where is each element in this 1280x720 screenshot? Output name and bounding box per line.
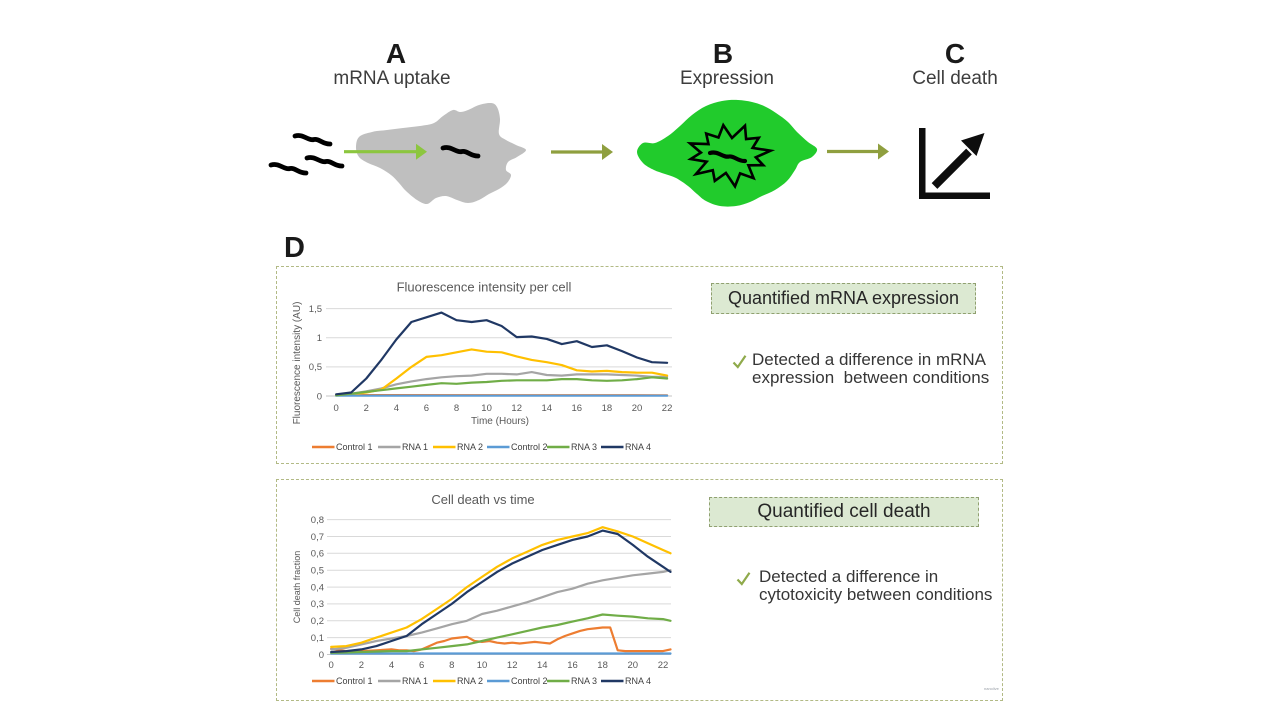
svg-text:Cell death vs time: Cell death vs time <box>431 492 534 507</box>
svg-text:0,2: 0,2 <box>311 616 324 627</box>
svg-text:12: 12 <box>511 403 522 414</box>
svg-text:8: 8 <box>454 403 459 414</box>
svg-text:Control 1: Control 1 <box>336 676 373 686</box>
svg-text:10: 10 <box>477 660 488 671</box>
svg-text:A: A <box>386 38 406 69</box>
svg-text:1: 1 <box>317 333 322 344</box>
svg-text:Control 1: Control 1 <box>336 442 373 452</box>
svg-text:RNA 3: RNA 3 <box>571 676 597 686</box>
svg-text:0,1: 0,1 <box>311 633 324 644</box>
svg-text:RNA 2: RNA 2 <box>457 442 483 452</box>
svg-text:4: 4 <box>394 403 399 414</box>
svg-text:22: 22 <box>658 660 669 671</box>
svg-text:Time (Hours): Time (Hours) <box>471 416 529 427</box>
svg-text:2: 2 <box>359 660 364 671</box>
svg-text:0,3: 0,3 <box>311 599 324 610</box>
svg-text:4: 4 <box>389 660 394 671</box>
svg-text:Control 2: Control 2 <box>511 676 548 686</box>
svg-text:8: 8 <box>449 660 454 671</box>
svg-text:12: 12 <box>507 660 518 671</box>
svg-text:RNA 3: RNA 3 <box>571 442 597 452</box>
svg-text:16: 16 <box>567 660 578 671</box>
svg-text:RNA 1: RNA 1 <box>402 676 428 686</box>
svg-text:1,5: 1,5 <box>309 304 322 315</box>
svg-text:0: 0 <box>329 660 334 671</box>
svg-text:0: 0 <box>319 650 324 661</box>
svg-text:22: 22 <box>662 403 673 414</box>
svg-text:0,5: 0,5 <box>311 566 324 577</box>
svg-text:Fluorescence intensity (AU): Fluorescence intensity (AU) <box>292 302 303 425</box>
svg-text:18: 18 <box>597 660 608 671</box>
svg-text:0,6: 0,6 <box>311 549 324 560</box>
svg-text:2: 2 <box>364 403 369 414</box>
svg-text:14: 14 <box>542 403 553 414</box>
svg-text:16: 16 <box>572 403 583 414</box>
svg-text:RNA 2: RNA 2 <box>457 676 483 686</box>
svg-text:RNA 1: RNA 1 <box>402 442 428 452</box>
svg-text:Expression: Expression <box>680 68 774 89</box>
svg-text:20: 20 <box>628 660 639 671</box>
svg-text:10: 10 <box>481 403 492 414</box>
svg-text:0,8: 0,8 <box>311 515 324 526</box>
svg-text:B: B <box>713 38 733 69</box>
svg-text:Cell death: Cell death <box>912 68 998 89</box>
svg-text:0: 0 <box>334 403 339 414</box>
svg-text:Control 2: Control 2 <box>511 442 548 452</box>
svg-text:Cell death fraction: Cell death fraction <box>292 551 302 624</box>
svg-text:C: C <box>945 38 965 69</box>
svg-text:Fluorescence intensity per cel: Fluorescence intensity per cell <box>397 280 572 295</box>
svg-text:6: 6 <box>424 403 429 414</box>
svg-text:0,5: 0,5 <box>309 362 322 373</box>
svg-text:RNA 4: RNA 4 <box>625 442 651 452</box>
svg-text:20: 20 <box>632 403 643 414</box>
svg-text:mRNA uptake: mRNA uptake <box>333 68 450 89</box>
svg-text:RNA 4: RNA 4 <box>625 676 651 686</box>
svg-text:6: 6 <box>419 660 424 671</box>
svg-text:14: 14 <box>537 660 548 671</box>
svg-text:0: 0 <box>317 391 322 402</box>
svg-text:18: 18 <box>602 403 613 414</box>
svg-text:0,7: 0,7 <box>311 532 324 543</box>
svg-text:0,4: 0,4 <box>311 582 324 593</box>
